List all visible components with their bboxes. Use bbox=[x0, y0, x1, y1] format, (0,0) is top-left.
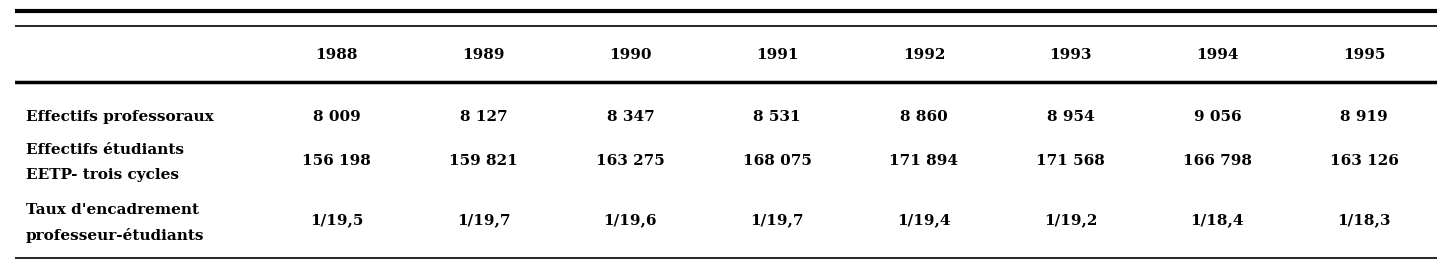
Text: 163 275: 163 275 bbox=[595, 154, 665, 168]
Text: Effectifs professoraux: Effectifs professoraux bbox=[26, 110, 213, 124]
Text: 8 127: 8 127 bbox=[460, 110, 507, 124]
Text: 1/18,4: 1/18,4 bbox=[1191, 213, 1244, 227]
Text: 1990: 1990 bbox=[610, 48, 652, 62]
Text: 8 919: 8 919 bbox=[1340, 110, 1388, 124]
Text: 1992: 1992 bbox=[903, 48, 945, 62]
Text: 8 531: 8 531 bbox=[754, 110, 802, 124]
Text: 168 075: 168 075 bbox=[743, 154, 812, 168]
Text: 156 198: 156 198 bbox=[302, 154, 372, 168]
Text: Taux d'encadrement: Taux d'encadrement bbox=[26, 203, 199, 217]
Text: 1/19,2: 1/19,2 bbox=[1044, 213, 1098, 227]
Text: 1989: 1989 bbox=[462, 48, 505, 62]
Text: Effectifs étudiants: Effectifs étudiants bbox=[26, 143, 184, 157]
Text: 159 821: 159 821 bbox=[449, 154, 518, 168]
Text: 1988: 1988 bbox=[315, 48, 359, 62]
Text: 8 347: 8 347 bbox=[607, 110, 655, 124]
Text: 1/19,7: 1/19,7 bbox=[457, 213, 511, 227]
Text: 1995: 1995 bbox=[1343, 48, 1385, 62]
Text: 1/19,7: 1/19,7 bbox=[751, 213, 804, 227]
Text: 8 009: 8 009 bbox=[314, 110, 360, 124]
Text: 8 954: 8 954 bbox=[1047, 110, 1095, 124]
Text: 1994: 1994 bbox=[1196, 48, 1239, 62]
Text: 8 860: 8 860 bbox=[900, 110, 948, 124]
Text: 1/19,6: 1/19,6 bbox=[604, 213, 658, 227]
Text: EETP- trois cycles: EETP- trois cycles bbox=[26, 168, 179, 182]
Text: 166 798: 166 798 bbox=[1183, 154, 1252, 168]
Text: professeur-étudiants: professeur-étudiants bbox=[26, 228, 205, 243]
Text: 1/19,5: 1/19,5 bbox=[311, 213, 363, 227]
Text: 171 894: 171 894 bbox=[890, 154, 958, 168]
Text: 163 126: 163 126 bbox=[1330, 154, 1398, 168]
Text: 9 056: 9 056 bbox=[1194, 110, 1241, 124]
Text: 1991: 1991 bbox=[756, 48, 799, 62]
Text: 1993: 1993 bbox=[1050, 48, 1092, 62]
Text: 1/19,4: 1/19,4 bbox=[897, 213, 951, 227]
Text: 171 568: 171 568 bbox=[1037, 154, 1105, 168]
Text: 1/18,3: 1/18,3 bbox=[1337, 213, 1391, 227]
